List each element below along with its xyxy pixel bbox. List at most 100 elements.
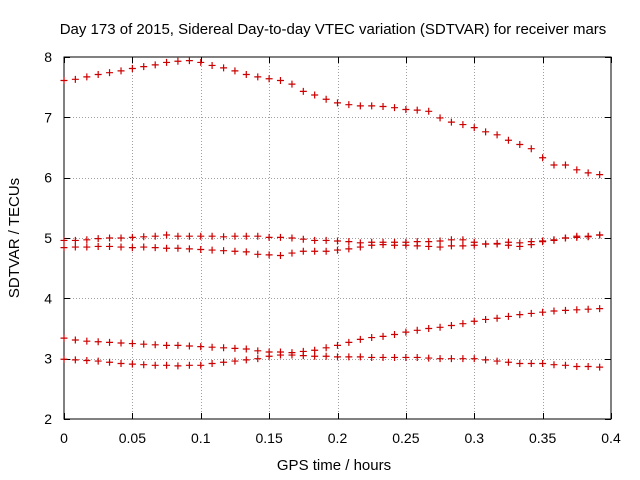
x-tick-label: 0.3 xyxy=(465,430,485,446)
data-point xyxy=(185,342,193,350)
data-point xyxy=(550,307,558,315)
data-point xyxy=(288,351,296,359)
data-point xyxy=(470,124,478,132)
data-point xyxy=(208,343,216,351)
data-point xyxy=(413,106,421,114)
data-point xyxy=(231,67,239,75)
data-point xyxy=(288,234,296,242)
data-point xyxy=(60,236,68,244)
data-point xyxy=(288,249,296,257)
data-point xyxy=(128,244,136,252)
data-point xyxy=(550,161,558,169)
data-point xyxy=(185,245,193,253)
data-point xyxy=(573,306,581,314)
data-point xyxy=(379,332,387,340)
data-point xyxy=(265,352,273,360)
data-point xyxy=(379,353,387,361)
data-point xyxy=(561,234,569,242)
data-point xyxy=(83,73,91,81)
data-point xyxy=(482,128,490,136)
data-point xyxy=(106,338,114,346)
data-point xyxy=(140,63,148,71)
data-point xyxy=(265,233,273,241)
data-point xyxy=(356,102,364,110)
data-point xyxy=(550,361,558,369)
data-point xyxy=(334,237,341,245)
data-point xyxy=(231,247,239,255)
data-point xyxy=(334,246,341,254)
data-point xyxy=(128,233,136,241)
data-point xyxy=(83,356,91,364)
data-point xyxy=(596,231,604,239)
series-1 xyxy=(60,57,604,179)
x-axis-label: GPS time / hours xyxy=(277,457,391,474)
data-point xyxy=(220,233,228,241)
data-point xyxy=(185,232,193,240)
data-point xyxy=(208,61,216,69)
data-point xyxy=(527,238,535,246)
data-point xyxy=(493,314,501,322)
data-point xyxy=(71,243,79,251)
data-point xyxy=(117,243,125,251)
data-point xyxy=(425,242,433,250)
data-point xyxy=(60,77,68,85)
data-point xyxy=(254,250,262,258)
data-point xyxy=(163,231,171,239)
chart-title: Day 173 of 2015, Sidereal Day-to-day VTE… xyxy=(60,21,607,38)
x-tick-label: 0.15 xyxy=(256,430,283,446)
y-tick-label: 3 xyxy=(44,351,52,367)
data-point xyxy=(402,353,410,361)
data-point xyxy=(345,101,353,109)
data-points xyxy=(60,57,604,371)
data-point xyxy=(185,361,193,369)
data-point xyxy=(322,247,330,255)
data-point xyxy=(242,70,250,78)
series-5 xyxy=(60,351,604,371)
data-point xyxy=(596,363,604,371)
data-point xyxy=(447,355,455,363)
data-point xyxy=(425,354,433,362)
data-point xyxy=(447,236,455,244)
data-point xyxy=(117,339,125,347)
data-point xyxy=(208,359,216,367)
data-point xyxy=(345,353,353,361)
data-point xyxy=(334,341,341,349)
data-point xyxy=(220,64,228,72)
data-point xyxy=(561,306,569,314)
data-point xyxy=(83,236,91,244)
x-tick-label: 0.35 xyxy=(529,430,556,446)
data-point xyxy=(447,242,455,250)
data-point xyxy=(436,114,444,122)
data-point xyxy=(493,131,501,139)
data-point xyxy=(197,343,205,351)
data-point xyxy=(368,334,376,342)
data-point xyxy=(539,308,547,316)
data-point xyxy=(561,361,569,369)
data-point xyxy=(311,352,319,360)
data-point xyxy=(220,247,228,255)
data-point xyxy=(584,169,592,177)
data-point xyxy=(276,351,284,359)
data-point xyxy=(539,359,547,367)
data-point xyxy=(334,353,341,361)
data-point xyxy=(311,247,319,255)
data-point xyxy=(459,320,467,328)
data-point xyxy=(94,242,102,250)
data-point xyxy=(459,121,467,129)
data-point xyxy=(254,347,262,355)
data-point xyxy=(151,361,159,369)
data-point xyxy=(254,355,262,363)
data-point xyxy=(539,154,547,162)
data-point xyxy=(516,239,524,247)
data-point xyxy=(311,346,319,354)
x-tick-label: 0 xyxy=(60,430,68,446)
data-point xyxy=(436,243,444,251)
data-point xyxy=(459,242,467,250)
data-point xyxy=(288,80,296,88)
data-point xyxy=(311,236,319,244)
data-point xyxy=(402,328,410,336)
data-point xyxy=(242,248,250,256)
y-tick-label: 7 xyxy=(44,109,52,125)
data-point xyxy=(299,87,307,95)
data-point xyxy=(311,91,319,99)
